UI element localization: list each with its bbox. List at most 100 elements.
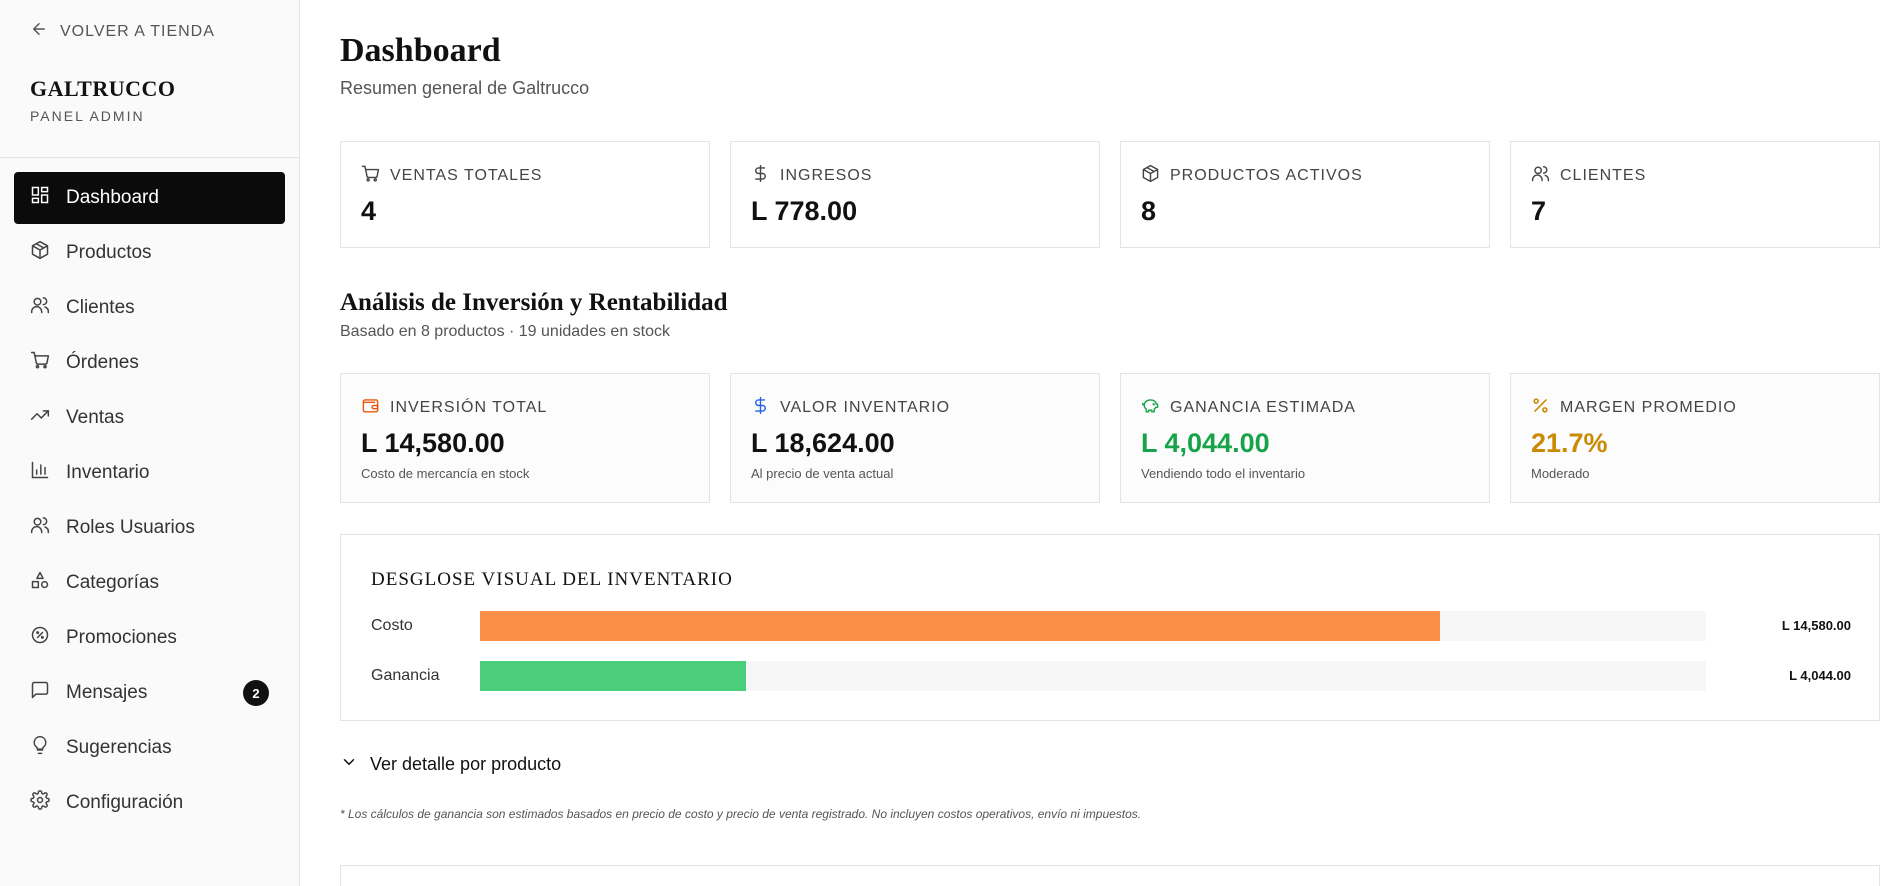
bar-fill-ganancia [480,661,747,691]
bar-track [480,611,1706,641]
back-to-store-link[interactable]: VOLVER A TIENDA [30,20,215,43]
analysis-card-note: Al precio de venta actual [751,466,894,481]
breakdown-title: DESGLOSE VISUAL DEL INVENTARIO [371,569,733,590]
sidebar-item-label: Inventario [66,462,150,483]
unread-badge: 2 [243,680,269,706]
sidebar-item-dashboard[interactable]: Dashboard [14,172,285,224]
sidebar-item-label: Roles Usuarios [66,517,195,538]
brand-subtitle: PANEL ADMIN [30,108,145,124]
sidebar-item-label: Promociones [66,627,177,648]
analysis-card-note: Moderado [1531,466,1590,481]
percent-badge-icon [30,625,50,651]
stat-value: L 778.00 [751,196,858,226]
dollar-icon [751,396,770,420]
bar-track [480,661,1706,691]
stat-label: CLIENTES [1560,167,1647,184]
back-to-store-label: VOLVER A TIENDA [60,22,215,40]
stat-label: VENTAS TOTALES [390,167,543,184]
gear-icon [30,790,50,816]
cart-icon [361,164,380,188]
breakdown-row-ganancia: Ganancia L 4,044.00 [371,661,1851,691]
analysis-card-value: L 18,624.00 [751,428,895,458]
arrow-left-icon [30,20,48,43]
stat-card-ventas-totales: VENTAS TOTALES 4 [340,141,710,248]
product-detail-toggle[interactable]: Ver detalle por producto [340,753,561,776]
analysis-title: Análisis de Inversión y Rentabilidad [340,289,728,316]
grid-icon [30,185,50,211]
bar-label: Costo [371,617,413,634]
chevron-down-icon [340,753,358,776]
shapes-icon [30,570,50,596]
analysis-card-inversion-total: INVERSIÓN TOTAL L 14,580.00 Costo de mer… [340,373,710,503]
cart-icon [30,350,50,376]
trend-icon [30,405,50,431]
stat-value: 7 [1531,196,1547,226]
analysis-subtitle: Basado en 8 productos · 19 unidades en s… [340,323,670,340]
sidebar-item-label: Categorías [66,572,159,593]
stat-label: INGRESOS [780,167,873,184]
sidebar-item-categorias[interactable]: Categorías [14,557,285,609]
sidebar-item-label: Mensajes [66,682,148,703]
analysis-card-ganancia-estimada: GANANCIA ESTIMADA L 4,044.00 Vendiendo t… [1120,373,1490,503]
sidebar-item-ordenes[interactable]: Órdenes [14,337,285,389]
sidebar-item-sugerencias[interactable]: Sugerencias [14,722,285,774]
sidebar-item-inventario[interactable]: Inventario [14,447,285,499]
analysis-card-margen-promedio: MARGEN PROMEDIO 21.7% Moderado [1510,373,1880,503]
sidebar-item-clientes[interactable]: Clientes [14,282,285,334]
stat-card-clientes: CLIENTES 7 [1510,141,1880,248]
next-section-card [340,865,1880,886]
inventory-breakdown-card: DESGLOSE VISUAL DEL INVENTARIO Costo L 1… [340,534,1880,721]
wallet-icon [361,396,380,420]
analysis-card-note: Vendiendo todo el inventario [1141,466,1306,481]
piggy-bank-icon [1141,396,1160,420]
sidebar-item-label: Configuración [66,792,184,813]
brand-name: GALTRUCCO [30,76,176,101]
sidebar-item-ventas[interactable]: Ventas [14,392,285,444]
stat-card-productos-activos: PRODUCTOS ACTIVOS 8 [1120,141,1490,248]
sidebar-item-roles-usuarios[interactable]: Roles Usuarios [14,502,285,554]
analysis-card-label: VALOR INVENTARIO [780,399,951,416]
box-icon [30,240,50,266]
stat-value: 4 [361,196,377,226]
message-icon [30,680,50,706]
percent-icon [1531,396,1550,420]
analysis-card-value: L 14,580.00 [361,428,505,458]
analysis-card-label: MARGEN PROMEDIO [1560,399,1737,416]
analysis-card-label: INVERSIÓN TOTAL [390,399,548,416]
sidebar-item-label: Clientes [66,297,135,318]
analysis-card-valor-inventario: VALOR INVENTARIO L 18,624.00 Al precio d… [730,373,1100,503]
sidebar-item-configuracion[interactable]: Configuración [14,777,285,829]
bar-chart-icon [30,460,50,486]
sidebar-item-label: Sugerencias [66,737,172,758]
sidebar-item-label: Dashboard [66,187,159,208]
analysis-card-note: Costo de mercancía en stock [361,466,530,481]
stat-label: PRODUCTOS ACTIVOS [1170,167,1363,184]
analysis-card-value: 21.7% [1531,428,1608,458]
bar-fill-costo [480,611,1440,641]
box-icon [1141,164,1160,188]
stat-value: 8 [1141,196,1157,226]
bar-label: Ganancia [371,667,440,684]
sidebar-item-promociones[interactable]: Promociones [14,612,285,664]
sidebar-item-label: Productos [66,242,152,263]
sidebar-divider [0,157,299,158]
bar-value: L 4,044.00 [1789,668,1851,683]
dollar-icon [751,164,770,188]
page-subtitle: Resumen general de Galtrucco [340,78,590,98]
users-icon [30,295,50,321]
analysis-card-label: GANANCIA ESTIMADA [1170,399,1356,416]
sidebar-item-mensajes[interactable]: Mensajes 2 [14,667,285,719]
breakdown-row-costo: Costo L 14,580.00 [371,611,1851,641]
sidebar-nav: Dashboard Productos Clientes Órdenes Ven… [14,172,285,832]
page-title: Dashboard [340,32,501,69]
bar-value: L 14,580.00 [1781,618,1851,633]
sidebar-item-label: Órdenes [66,352,139,373]
users-icon [30,515,50,541]
sidebar-item-productos[interactable]: Productos [14,227,285,279]
analysis-card-value: L 4,044.00 [1141,428,1270,458]
stat-card-ingresos: INGRESOS L 778.00 [730,141,1100,248]
lightbulb-icon [30,735,50,761]
users-icon [1531,164,1550,188]
sidebar: VOLVER A TIENDA GALTRUCCO PANEL ADMIN Da… [0,0,300,886]
footnote: * Los cálculos de ganancia son estimados… [340,807,1142,821]
